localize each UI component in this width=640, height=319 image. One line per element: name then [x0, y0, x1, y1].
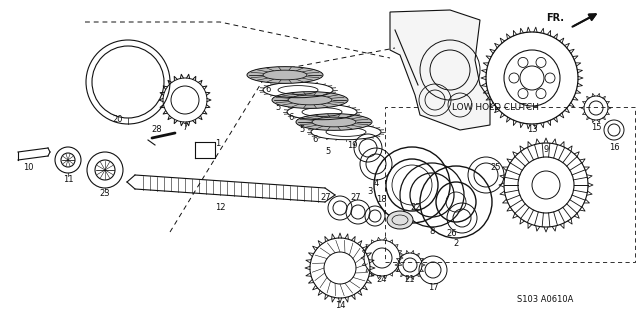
Polygon shape [390, 10, 490, 130]
Text: 2: 2 [453, 239, 459, 248]
Text: 24: 24 [377, 276, 387, 285]
Text: 28: 28 [152, 125, 163, 135]
Text: 6: 6 [266, 85, 271, 94]
Text: 13: 13 [527, 125, 538, 135]
Text: 6: 6 [312, 136, 317, 145]
Text: 17: 17 [428, 283, 438, 292]
Text: 5: 5 [300, 125, 305, 135]
Text: FR.: FR. [546, 13, 564, 23]
Text: 1: 1 [216, 138, 221, 147]
Text: 15: 15 [591, 122, 601, 131]
Text: 20: 20 [113, 115, 124, 124]
Text: 21: 21 [404, 276, 415, 285]
Text: 4: 4 [373, 180, 379, 189]
Ellipse shape [387, 211, 413, 229]
Text: 16: 16 [609, 144, 620, 152]
Text: 27: 27 [351, 194, 362, 203]
Text: 23: 23 [100, 189, 110, 198]
Text: 25: 25 [491, 164, 501, 173]
Text: S103 A0610A: S103 A0610A [517, 295, 573, 305]
Text: 22: 22 [411, 204, 421, 212]
Text: 12: 12 [215, 203, 225, 211]
Text: 5: 5 [325, 147, 331, 157]
Text: 3: 3 [367, 188, 372, 197]
Text: 11: 11 [63, 174, 73, 183]
Text: 5: 5 [275, 103, 280, 113]
Text: 6: 6 [288, 114, 294, 122]
Text: 9: 9 [543, 145, 548, 154]
Text: 27: 27 [321, 194, 332, 203]
Ellipse shape [272, 92, 348, 108]
Text: 10: 10 [23, 162, 33, 172]
Text: 7: 7 [182, 123, 188, 132]
Text: 18: 18 [376, 196, 387, 204]
Text: 8: 8 [429, 227, 435, 236]
Ellipse shape [296, 114, 372, 130]
Text: 26: 26 [447, 229, 458, 239]
Text: LOW HOLD CLUTCH: LOW HOLD CLUTCH [452, 103, 539, 113]
Bar [385, 107, 635, 262]
Text: 14: 14 [335, 300, 345, 309]
Ellipse shape [247, 67, 323, 83]
Text: 19: 19 [347, 140, 357, 150]
